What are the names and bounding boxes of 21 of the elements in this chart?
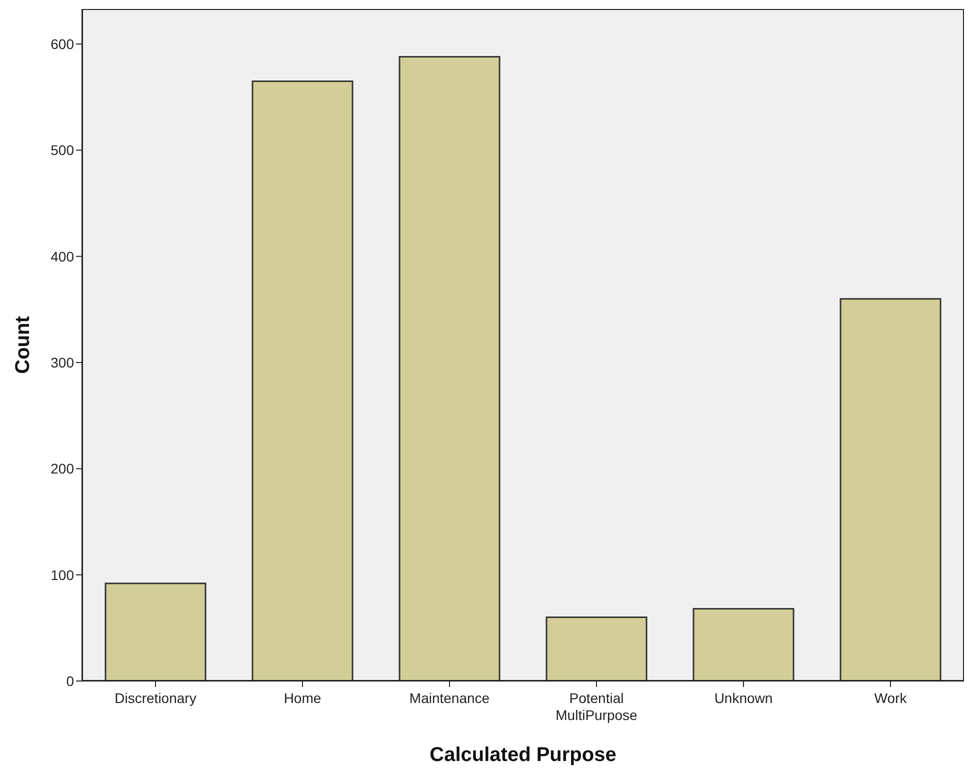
y-tick-label: 0 [66, 672, 74, 689]
bar [104, 582, 206, 681]
x-tick-label: Maintenance [409, 690, 490, 706]
x-tick-label: Potential MultiPurpose [556, 690, 638, 723]
x-tick-label: Work [874, 690, 908, 706]
y-tick-label: 600 [50, 36, 74, 52]
y-tick-label: 500 [50, 142, 74, 158]
x-tick-label: Unknown [714, 690, 773, 706]
y-tick-label: 200 [50, 460, 74, 477]
x-tick-label: Home [284, 690, 322, 706]
bar [252, 80, 354, 681]
bar [398, 56, 500, 681]
bar [546, 616, 648, 681]
x-axis-title: Calculated Purpose [430, 744, 616, 766]
x-tick-label: Discretionary [114, 690, 196, 706]
y-tick-label: 300 [50, 354, 74, 370]
y-axis-title: Count [12, 316, 34, 374]
y-tick-label: 400 [50, 248, 74, 264]
bar [692, 608, 794, 681]
bar [840, 298, 942, 681]
y-tick-label: 100 [50, 566, 74, 583]
